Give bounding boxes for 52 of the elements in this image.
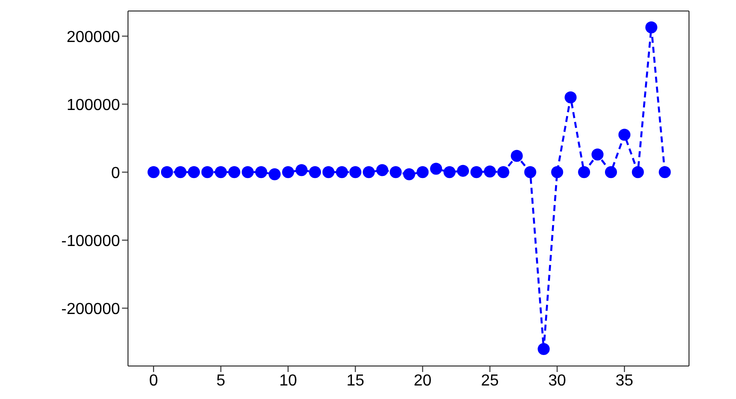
point [242,166,254,178]
point [430,162,442,175]
point [255,166,268,178]
point [484,166,496,178]
x-tick-label: 20 [414,372,432,390]
x-tick-label: 0 [149,372,158,390]
point [524,166,536,178]
point [376,164,388,176]
y-tick-label: 100000 [66,96,120,114]
point [309,166,321,178]
point [322,166,334,178]
x-tick-label: 30 [548,372,566,390]
point [497,166,510,178]
point [336,166,348,178]
point [551,166,564,178]
point [632,166,644,178]
point [470,166,482,178]
point [403,168,416,180]
point [390,166,402,178]
point [416,166,429,178]
point [349,166,362,178]
point [604,166,617,178]
point [268,168,281,180]
point [578,166,590,178]
point [174,166,186,178]
point [188,166,200,178]
point [444,166,456,178]
y-tick-label: 200000 [66,28,120,46]
point [538,343,550,355]
point [645,21,658,34]
point [564,91,577,104]
x-tick-label: 35 [616,372,634,390]
point [618,128,630,141]
y-tick-label: -200000 [61,300,120,318]
x-tick-label: 10 [279,372,298,390]
point [148,166,160,178]
point [201,166,214,178]
point [362,166,375,178]
point [592,148,604,160]
y-tick-label: -100000 [61,232,120,250]
point [296,164,308,176]
x-tick-label: 25 [480,372,499,390]
point [228,166,240,178]
y-tick-label: 0 [111,164,120,182]
point [510,150,523,162]
point [658,166,671,178]
point [282,166,294,178]
point [214,166,227,178]
point [456,164,469,177]
x-tick-label: 15 [346,372,364,390]
point [161,166,174,178]
x-tick-label: 5 [216,372,226,390]
